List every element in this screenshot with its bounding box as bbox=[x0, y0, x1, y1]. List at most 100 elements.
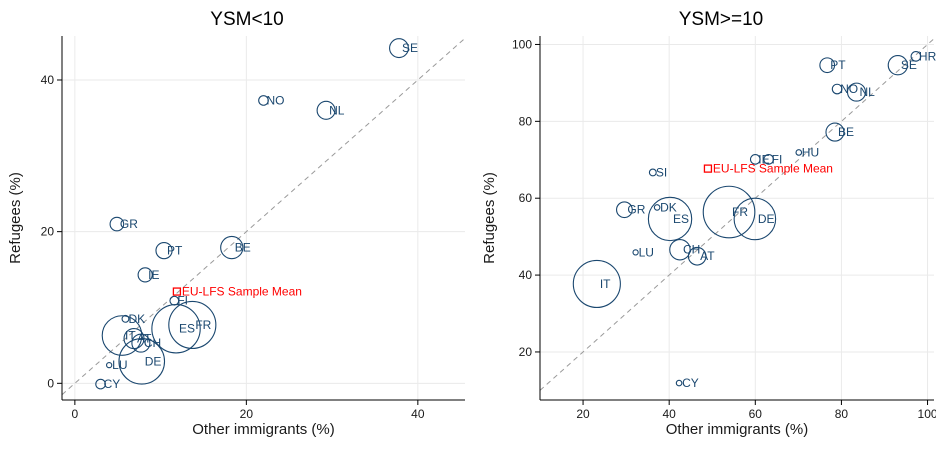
point-hu bbox=[795, 149, 803, 156]
point-fi bbox=[763, 154, 775, 165]
point-cy bbox=[95, 378, 106, 390]
point-label-ch: CH bbox=[144, 336, 161, 350]
point-label-de: DE bbox=[758, 212, 775, 226]
point-gr bbox=[109, 216, 125, 232]
sample-mean-marker bbox=[172, 287, 182, 296]
y-tick-label: 40 bbox=[41, 73, 55, 87]
x-tick-label: 40 bbox=[663, 407, 677, 421]
point-nl bbox=[846, 82, 867, 102]
point-no bbox=[258, 95, 269, 106]
point-dk bbox=[121, 314, 130, 323]
x-tick-label: 100 bbox=[918, 407, 936, 421]
point-fr bbox=[702, 185, 756, 239]
point-ch bbox=[131, 333, 151, 353]
point-label-fi: FI bbox=[177, 294, 188, 308]
y-axis-title: Refugees (%) bbox=[481, 172, 498, 264]
y-tick-label: 40 bbox=[519, 268, 533, 282]
point-label-no: NO bbox=[840, 82, 858, 96]
point-nl bbox=[316, 100, 336, 120]
panel-2: 20 40 60 80 100 20 40 60 80 100 YSM>=10 Other immig… bbox=[481, 9, 936, 438]
point-ie bbox=[137, 267, 153, 283]
chart-title: YSM<10 bbox=[210, 9, 283, 30]
point-label-at: AT bbox=[137, 332, 152, 346]
point-si bbox=[648, 168, 657, 177]
x-axis-title: Other immigrants (%) bbox=[192, 421, 335, 438]
x-tick-label: 20 bbox=[240, 407, 254, 421]
point-label-fr: FR bbox=[195, 318, 211, 332]
point-de bbox=[733, 197, 777, 241]
panel-1: 0 20 40 0 20 40 YSM<10 Other immigrants (%) Refu… bbox=[7, 9, 466, 438]
point-label-be: BE bbox=[235, 241, 251, 255]
point-label-hu: HU bbox=[802, 145, 819, 159]
point-se bbox=[887, 55, 908, 76]
x-tick-label: 80 bbox=[835, 407, 849, 421]
chart-title: YSM>=10 bbox=[679, 9, 764, 30]
x-axis-title: Other immigrants (%) bbox=[666, 421, 809, 438]
point-lu bbox=[632, 249, 639, 256]
y-tick-label: 0 bbox=[47, 376, 54, 390]
sample-mean-label: EU-LFS Sample Mean bbox=[713, 162, 833, 176]
sample-mean-label: EU-LFS Sample Mean bbox=[182, 285, 302, 299]
point-label-cy: CY bbox=[682, 376, 699, 390]
point-label-se: SE bbox=[901, 58, 917, 72]
point-label-cy: CY bbox=[104, 377, 121, 391]
point-label-at: AT bbox=[700, 249, 715, 263]
point-label-ie: IE bbox=[758, 152, 769, 166]
y-tick-label: 100 bbox=[512, 37, 532, 51]
y-axis-title: Refugees (%) bbox=[7, 172, 24, 264]
point-it bbox=[572, 259, 621, 308]
x-tick-label: 40 bbox=[411, 407, 425, 421]
point-label-it: IT bbox=[125, 329, 136, 343]
point-label-ch: CH bbox=[683, 243, 700, 257]
point-label-de: DE bbox=[145, 354, 162, 368]
point-fr bbox=[168, 300, 217, 350]
point-label-gr: GR bbox=[120, 217, 138, 231]
point-label-be: BE bbox=[838, 125, 854, 139]
point-label-dk: DK bbox=[128, 312, 145, 326]
point-label-fi: FI bbox=[772, 152, 783, 166]
point-label-lu: LU bbox=[639, 245, 654, 259]
point-ch bbox=[669, 238, 691, 261]
point-label-no: NO bbox=[267, 93, 285, 107]
point-pt bbox=[819, 57, 836, 74]
y-tick-label: 20 bbox=[41, 225, 55, 239]
x-tick-label: 20 bbox=[576, 407, 590, 421]
point-label-nl: NL bbox=[859, 85, 875, 99]
point-label-si: SI bbox=[656, 165, 667, 179]
point-fi bbox=[169, 295, 180, 306]
point-label-es: ES bbox=[179, 322, 195, 336]
y-tick-label: 80 bbox=[519, 114, 533, 128]
point-lu bbox=[106, 361, 113, 369]
point-at bbox=[687, 246, 707, 266]
point-es bbox=[647, 196, 693, 242]
point-dk bbox=[653, 204, 661, 211]
point-be bbox=[825, 122, 845, 142]
point-label-lu: LU bbox=[112, 358, 127, 372]
point-label-ie: IE bbox=[148, 268, 159, 282]
point-no bbox=[831, 83, 843, 95]
point-be bbox=[220, 235, 244, 260]
point-label-it: IT bbox=[600, 277, 611, 291]
point-label-gr: GR bbox=[627, 203, 645, 217]
point-pt bbox=[155, 241, 173, 260]
point-cy bbox=[675, 379, 683, 387]
point-label-se: SE bbox=[402, 41, 418, 55]
point-label-pt: PT bbox=[830, 58, 846, 72]
point-label-pt: PT bbox=[167, 244, 183, 258]
x-tick-label: 60 bbox=[749, 407, 763, 421]
sample-mean-marker bbox=[703, 164, 713, 173]
point-label-fr: FR bbox=[732, 205, 748, 219]
y-tick-label: 60 bbox=[519, 191, 533, 205]
point-hr bbox=[910, 51, 922, 62]
y-tick-label: 20 bbox=[519, 345, 533, 359]
point-label-es: ES bbox=[673, 212, 689, 226]
x-tick-label: 0 bbox=[72, 407, 79, 421]
point-label-dk: DK bbox=[660, 200, 677, 214]
point-it bbox=[101, 315, 143, 356]
point-label-nl: NL bbox=[329, 103, 345, 117]
point-se bbox=[389, 38, 409, 59]
point-gr bbox=[616, 201, 633, 219]
point-label-hr: HR bbox=[919, 49, 936, 63]
